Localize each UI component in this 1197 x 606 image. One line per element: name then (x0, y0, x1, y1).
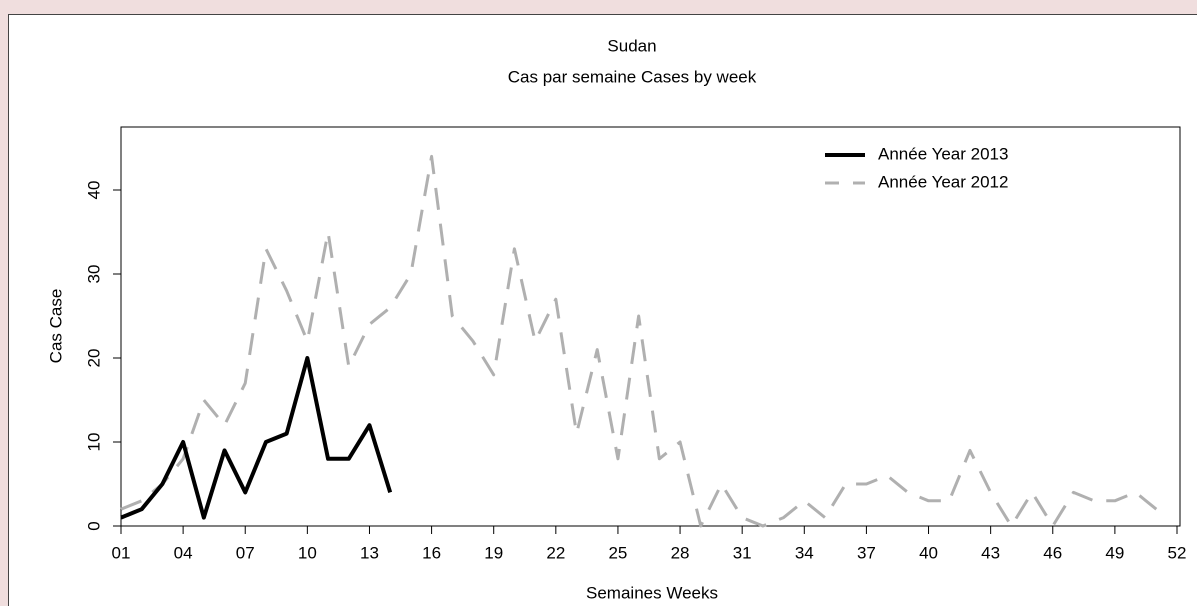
series-line (120, 154, 1158, 528)
x-tick-label: 13 (360, 543, 379, 562)
x-tick-label: 22 (546, 543, 565, 562)
y-tick-label: 10 (84, 433, 103, 452)
x-tick-label: 31 (733, 543, 752, 562)
x-tick-label: 10 (298, 543, 317, 562)
x-tick-label: 07 (236, 543, 255, 562)
chart-title: Sudan (607, 36, 656, 55)
plot-frame (120, 126, 1181, 527)
x-tick-label: 25 (608, 543, 627, 562)
x-tick-label: 40 (919, 543, 938, 562)
chart-subtitle: Cas par semaine Cases by week (508, 67, 757, 86)
y-axis-label: Cas Case (46, 289, 65, 364)
x-tick-label: 04 (174, 543, 193, 562)
x-tick-label: 46 (1043, 543, 1062, 562)
legend-label: Année Year 2012 (878, 172, 1008, 191)
x-tick-label: 01 (112, 543, 131, 562)
series-line (120, 356, 393, 520)
y-tick-label: 20 (84, 349, 103, 368)
x-tick-label: 52 (1168, 543, 1187, 562)
y-tick-label: 40 (84, 181, 103, 200)
y-tick-label: 0 (84, 521, 103, 530)
y-tick-label: 30 (84, 265, 103, 284)
x-tick-label: 37 (857, 543, 876, 562)
legend-label: Année Year 2013 (878, 144, 1008, 163)
x-axis-label: Semaines Weeks (586, 583, 718, 602)
x-tick-label: 49 (1105, 543, 1124, 562)
x-tick-label: 43 (981, 543, 1000, 562)
x-tick-label: 28 (671, 543, 690, 562)
x-tick-label: 16 (422, 543, 441, 562)
x-tick-label: 19 (484, 543, 503, 562)
x-tick-label: 34 (795, 543, 814, 562)
